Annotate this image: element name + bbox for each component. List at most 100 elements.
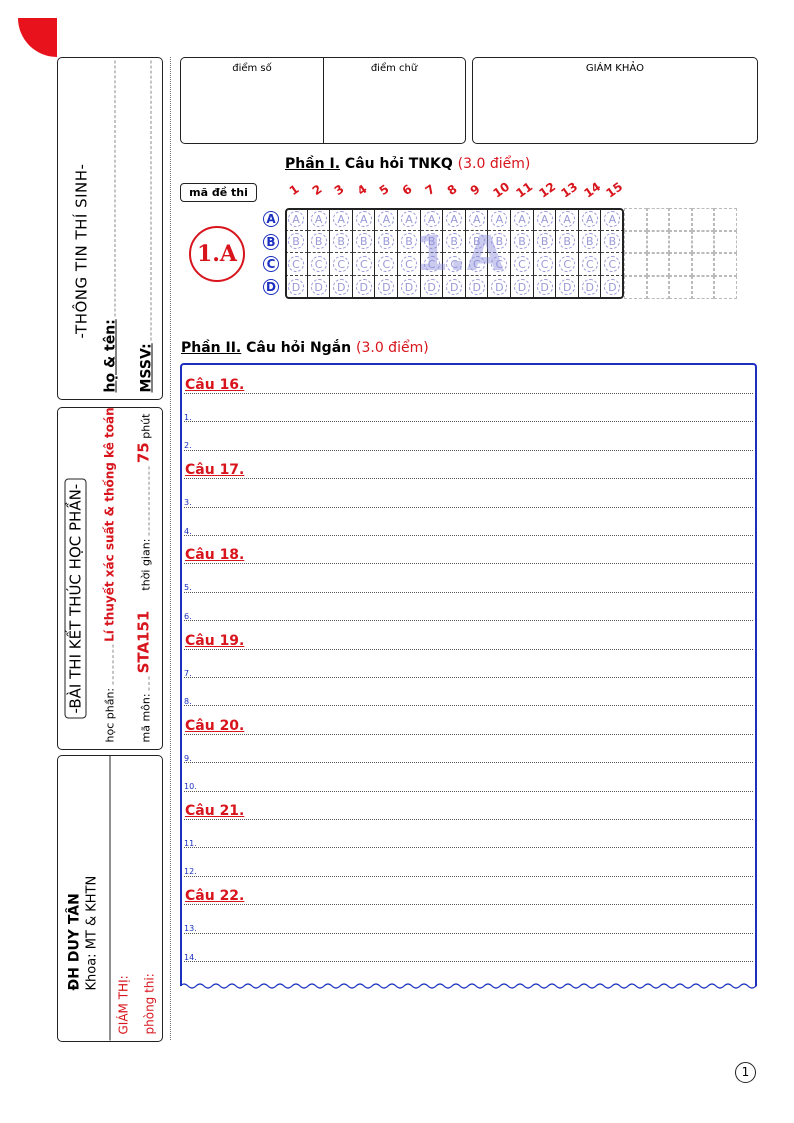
answer-bubble-7C[interactable]: C xyxy=(423,255,440,272)
answer-bubble-1B[interactable]: B xyxy=(288,233,304,250)
answer-bubble-2A[interactable]: A xyxy=(310,210,327,227)
answer-line[interactable] xyxy=(184,563,753,565)
answer-bubble-7B[interactable]: B xyxy=(423,233,440,250)
answer-bubble-11D[interactable]: D xyxy=(514,278,530,295)
answer-line[interactable] xyxy=(184,904,753,906)
answer-bubble-8C[interactable]: C xyxy=(446,255,463,272)
answer-line[interactable] xyxy=(184,677,753,678)
answer-line[interactable] xyxy=(184,875,753,877)
answer-bubble-11C[interactable]: C xyxy=(514,255,530,272)
empty-cell xyxy=(669,208,692,231)
answer-cell: D xyxy=(330,276,353,299)
answer-cell: B xyxy=(420,230,444,254)
answer-line[interactable] xyxy=(184,421,753,423)
answer-line[interactable] xyxy=(184,535,753,536)
answer-line-number: 6. xyxy=(184,611,192,621)
answer-bubble-14B[interactable]: B xyxy=(581,233,598,250)
code-value: STA151 xyxy=(134,610,153,674)
time-value: 75 xyxy=(134,442,153,464)
answer-bubble-14A[interactable]: A xyxy=(581,210,598,227)
answer-bubble-14C[interactable]: C xyxy=(581,255,598,272)
answer-bubble-8A[interactable]: A xyxy=(446,210,463,227)
student-id-field[interactable]: MSSV: xyxy=(139,58,155,399)
answer-bubble-9A[interactable]: A xyxy=(468,210,485,227)
empty-cell xyxy=(691,253,715,277)
answer-line[interactable] xyxy=(184,591,753,593)
answer-bubble-7D[interactable]: D xyxy=(423,278,440,295)
numeric-score-label: điểm số xyxy=(232,63,272,74)
option-label-A: A xyxy=(263,211,279,227)
answer-bubble-9C[interactable]: C xyxy=(468,255,485,272)
answer-bubble-5B[interactable]: B xyxy=(378,233,395,250)
answer-line[interactable] xyxy=(184,932,753,934)
answer-bubble-8B[interactable]: B xyxy=(446,233,463,250)
answer-bubble-12A[interactable]: A xyxy=(536,210,553,227)
answer-bubble-11B[interactable]: B xyxy=(514,233,530,250)
answer-line-number: 2. xyxy=(184,441,192,451)
answer-line[interactable] xyxy=(184,478,753,480)
answer-bubble-13B[interactable]: B xyxy=(559,233,576,250)
answer-bubble-4B[interactable]: B xyxy=(355,233,372,250)
answer-bubble-5C[interactable]: C xyxy=(378,255,395,272)
answer-bubble-9B[interactable]: B xyxy=(468,233,485,250)
answer-line[interactable] xyxy=(184,620,753,622)
answer-line[interactable] xyxy=(184,449,753,451)
answer-bubble-10D[interactable]: D xyxy=(491,278,508,295)
answer-bubble-2C[interactable]: C xyxy=(310,255,327,272)
answer-bubble-7A[interactable]: A xyxy=(423,210,440,227)
answer-line[interactable] xyxy=(184,819,753,820)
answer-bubble-3C[interactable]: C xyxy=(333,255,350,272)
answer-bubble-1D[interactable]: D xyxy=(288,278,304,295)
answer-bubble-12D[interactable]: D xyxy=(536,278,553,295)
answer-line[interactable] xyxy=(184,961,753,962)
answer-line[interactable] xyxy=(184,762,753,764)
answer-bubble-3B[interactable]: B xyxy=(333,233,350,250)
answer-bubble-4D[interactable]: D xyxy=(355,278,372,295)
answer-bubble-5D[interactable]: D xyxy=(378,278,395,295)
answer-bubble-2B[interactable]: B xyxy=(310,233,327,250)
answer-bubble-15A[interactable]: A xyxy=(604,210,621,227)
answer-bubble-13D[interactable]: D xyxy=(559,278,576,295)
answer-line[interactable] xyxy=(184,506,753,508)
answer-bubble-6D[interactable]: D xyxy=(401,278,417,295)
answer-bubble-12C[interactable]: C xyxy=(536,255,553,272)
answer-bubble-9D[interactable]: D xyxy=(468,278,485,295)
answer-bubble-2D[interactable]: D xyxy=(310,278,327,295)
answer-bubble-5A[interactable]: A xyxy=(378,210,395,227)
question-number: 15 xyxy=(603,179,626,201)
answer-bubble-10A[interactable]: A xyxy=(491,210,508,227)
answer-bubble-1C[interactable]: C xyxy=(288,255,304,272)
answer-line[interactable] xyxy=(184,393,753,394)
answer-line[interactable] xyxy=(184,733,753,735)
answer-bubble-13A[interactable]: A xyxy=(559,210,576,227)
answer-bubble-10C[interactable]: C xyxy=(491,255,508,272)
name-field[interactable]: họ & tên: xyxy=(103,58,119,399)
answer-bubble-15B[interactable]: B xyxy=(604,233,621,250)
answer-bubble-13C[interactable]: C xyxy=(559,255,576,272)
answer-bubble-15D[interactable]: D xyxy=(604,278,621,295)
answer-line[interactable] xyxy=(184,790,753,792)
answer-line[interactable] xyxy=(184,705,753,707)
answer-bubble-12B[interactable]: B xyxy=(536,233,553,250)
answer-bubble-6A[interactable]: A xyxy=(401,210,417,227)
answer-cell: D xyxy=(421,276,444,299)
answer-bubble-3A[interactable]: A xyxy=(333,210,350,227)
question-title: Câu 22. xyxy=(185,888,245,905)
answer-bubble-1A[interactable]: A xyxy=(288,210,304,227)
answer-bubble-15C[interactable]: C xyxy=(604,255,621,272)
answer-bubble-14D[interactable]: D xyxy=(581,278,598,295)
answer-cell: B xyxy=(511,230,534,254)
exam-info-title: -BÀI THI KẾT THÚC HỌC PHẦN- xyxy=(64,478,87,719)
answer-bubble-11A[interactable]: A xyxy=(514,210,530,227)
answer-bubble-6B[interactable]: B xyxy=(401,233,417,250)
answer-bubble-6C[interactable]: C xyxy=(401,255,417,272)
empty-cell xyxy=(624,276,647,299)
answer-bubble-8D[interactable]: D xyxy=(446,278,463,295)
answer-bubble-4C[interactable]: C xyxy=(355,255,372,272)
answer-bubble-10B[interactable]: B xyxy=(491,233,508,250)
answer-bubble-4A[interactable]: A xyxy=(355,210,372,227)
answer-line[interactable] xyxy=(184,648,753,650)
answer-line[interactable] xyxy=(184,847,753,849)
answer-cell: B xyxy=(533,230,557,254)
answer-bubble-3D[interactable]: D xyxy=(333,278,350,295)
